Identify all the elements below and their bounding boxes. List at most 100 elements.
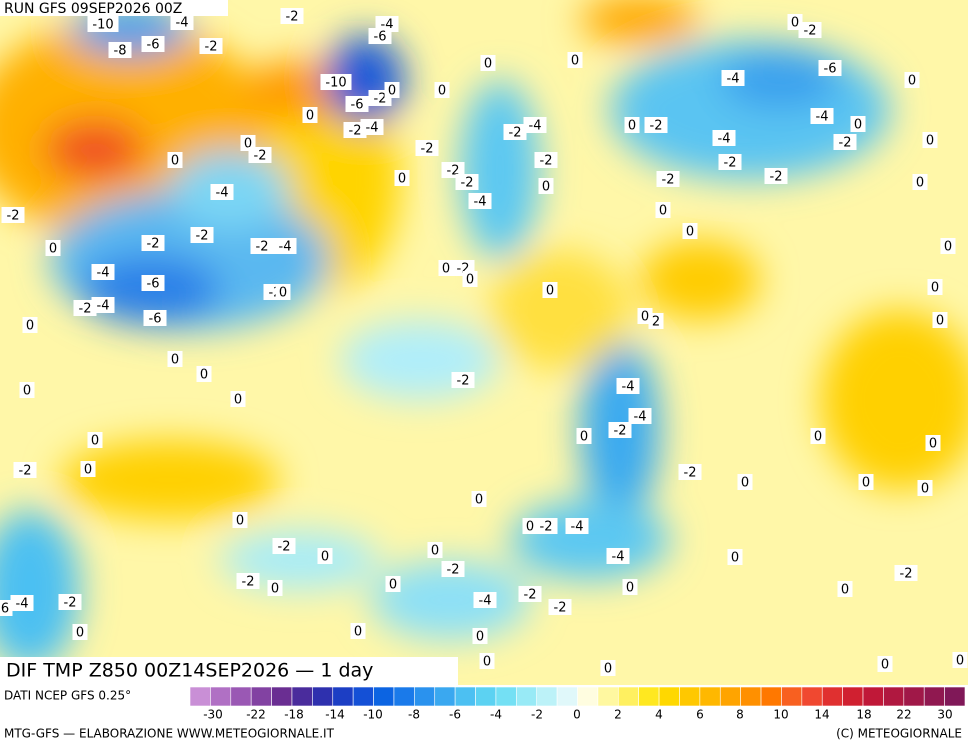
- contour-label: 0: [244, 137, 252, 152]
- label-bg: [503, 124, 527, 140]
- scale-swatch: [352, 686, 374, 707]
- contour-label: -2: [196, 229, 209, 244]
- label-bg: [317, 548, 333, 564]
- label-bg: [810, 428, 826, 444]
- label-bg: [167, 152, 183, 168]
- contour-label: 0: [200, 368, 208, 383]
- scale-swatch: [638, 686, 660, 707]
- contour-label: -4: [474, 195, 487, 210]
- contour-label: -2: [650, 119, 663, 134]
- label-bg: [451, 372, 475, 388]
- scale-swatch: [556, 686, 578, 707]
- label-bg: [837, 581, 853, 597]
- contour-label: -2: [614, 424, 627, 439]
- run-box: [0, 0, 228, 16]
- contour-label: -2: [147, 237, 160, 252]
- contour-label: -4: [622, 380, 635, 395]
- label-bg: [877, 656, 893, 672]
- label-bg: [167, 351, 183, 367]
- contour-label: 0: [279, 286, 287, 301]
- contour-label: -2: [900, 567, 913, 582]
- contour-label: 0: [475, 493, 483, 508]
- contour-label: -2: [524, 588, 537, 603]
- label-bg: [567, 52, 583, 68]
- label-bg: [10, 595, 34, 611]
- contour-label: 0: [542, 180, 550, 195]
- label-bg: [565, 518, 589, 534]
- contour-label: 0: [26, 319, 34, 334]
- scale-swatch: [719, 686, 741, 707]
- contour-label: -8: [114, 44, 127, 59]
- label-bg: [272, 538, 296, 554]
- scale-swatch: [414, 686, 436, 707]
- contour-label: 0: [926, 134, 934, 149]
- contour-label: -4: [97, 299, 110, 314]
- contour-label: 0: [929, 437, 937, 452]
- label-bg: [600, 660, 616, 676]
- label-bg: [548, 599, 572, 615]
- label-bg: [850, 116, 866, 132]
- contour-label: -2: [540, 154, 553, 169]
- scale-label: 6: [696, 708, 704, 722]
- contour-label: 0: [741, 476, 749, 491]
- contour-label: 0: [841, 583, 849, 598]
- contour-label: -2: [770, 170, 783, 185]
- label-bg: [940, 238, 956, 254]
- contour-label: 0: [526, 520, 534, 535]
- label-bg: [385, 576, 401, 592]
- label-bg: [925, 435, 941, 451]
- contour-label: -4: [279, 240, 292, 255]
- contour-label: 0: [354, 625, 362, 640]
- scale-label: 0: [573, 708, 581, 722]
- scale-label: 14: [814, 708, 829, 722]
- label-bg: [480, 55, 496, 71]
- label-bg: [628, 408, 652, 424]
- label-bg: [648, 313, 664, 329]
- contour-label: -2: [256, 240, 269, 255]
- label-bg: [606, 548, 630, 564]
- label-bg: [438, 260, 454, 276]
- scale-swatch: [842, 686, 864, 707]
- contour-label: -10: [325, 76, 346, 91]
- label-bg: [236, 573, 260, 589]
- contour-label: -2: [662, 173, 675, 188]
- label-bg: [196, 366, 212, 382]
- contour-label: 0: [881, 658, 889, 673]
- scale-label: 30: [937, 708, 952, 722]
- label-bg: [190, 227, 214, 243]
- contour-label: -2: [19, 464, 32, 479]
- scale-label: -2: [531, 708, 543, 722]
- contour-label: -4: [176, 16, 189, 31]
- scale-swatch: [617, 686, 639, 707]
- title-box: [0, 657, 458, 685]
- contour-label: 0: [76, 626, 84, 641]
- label-bg: [210, 184, 234, 200]
- scale-label: -30: [203, 708, 223, 722]
- scale-swatch: [536, 686, 558, 707]
- contour-label: -2: [205, 40, 218, 55]
- contour-label: 0: [956, 654, 964, 669]
- contour-label: 0: [731, 551, 739, 566]
- label-bg: [73, 300, 97, 316]
- scale-swatch: [495, 686, 517, 707]
- label-bg: [72, 624, 88, 640]
- label-bg: [622, 579, 638, 595]
- label-bg: [350, 623, 366, 639]
- contour-label: -2: [461, 176, 474, 191]
- contour-label: 0: [641, 310, 649, 325]
- label-bg: [764, 168, 788, 184]
- contour-label: -4: [16, 597, 29, 612]
- label-bg: [922, 132, 938, 148]
- scale-swatch: [393, 686, 415, 707]
- scale-label: 18: [856, 708, 871, 722]
- label-bg: [894, 565, 918, 581]
- contour-label: 0: [398, 172, 406, 187]
- contour-label: -2: [278, 540, 291, 555]
- contour-label: 0: [604, 662, 612, 677]
- contour-label: 0: [921, 482, 929, 497]
- label-bg: [810, 108, 834, 124]
- color-scale: -30 -22 -18 -14 -10 -8 -6 -4 -2 0 2 4 6 8 10 14 18 22 30: [189, 686, 966, 722]
- scale-label: -10: [363, 708, 383, 722]
- scale-swatch: [801, 686, 823, 707]
- label-bg: [534, 152, 558, 168]
